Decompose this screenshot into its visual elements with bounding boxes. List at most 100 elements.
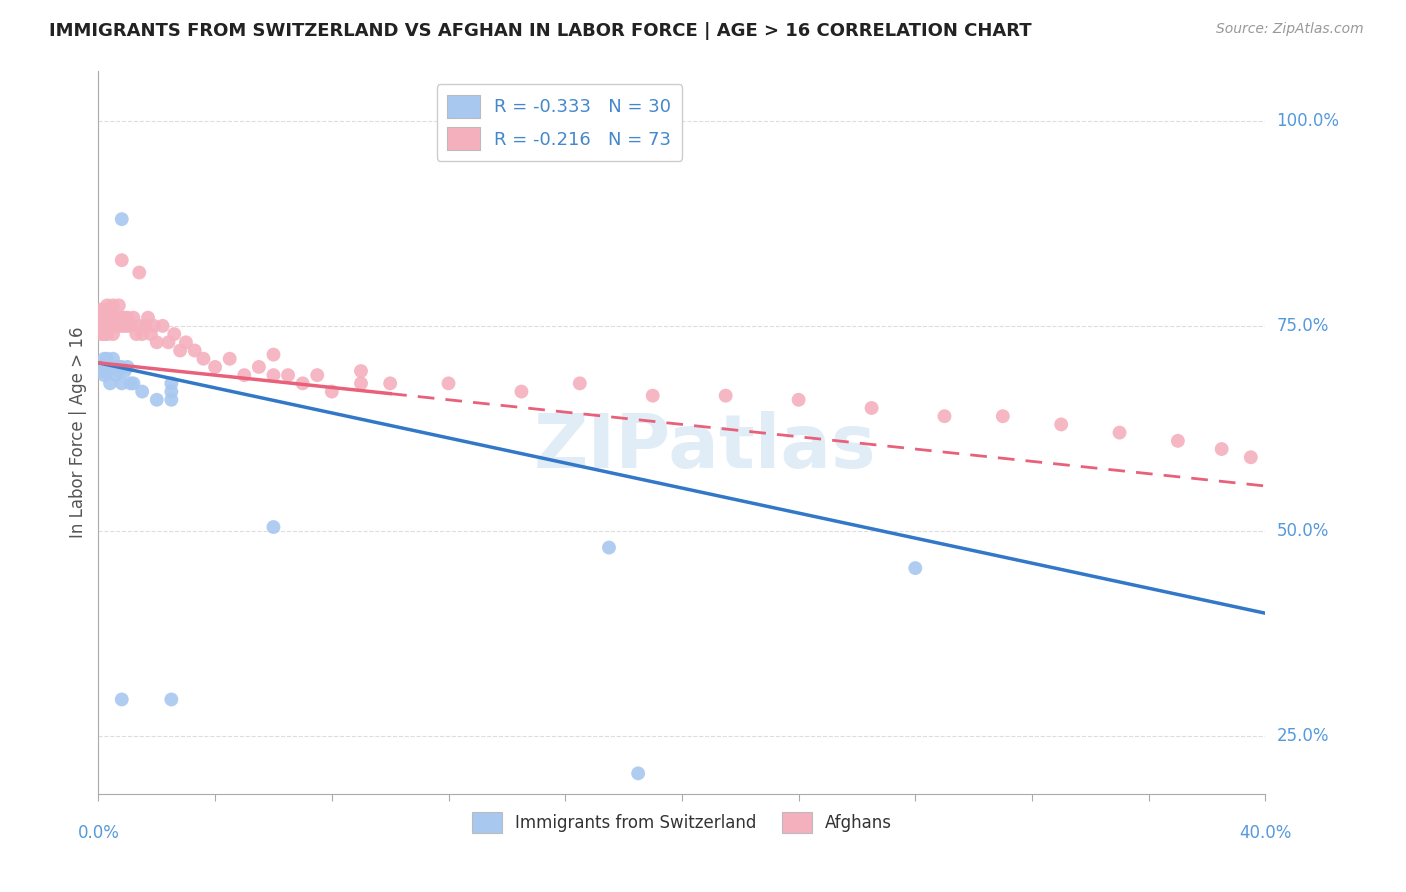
- Point: [131, 384, 153, 399]
- Text: 75.0%: 75.0%: [1277, 317, 1329, 334]
- Point: [93, 327, 115, 342]
- Point: [218, 351, 240, 366]
- Text: 40.0%: 40.0%: [1239, 824, 1292, 842]
- Point: [96, 359, 118, 374]
- Point: [510, 384, 533, 399]
- Point: [96, 318, 118, 333]
- Point: [247, 359, 270, 374]
- Point: [90, 310, 112, 325]
- Point: [627, 766, 650, 780]
- Point: [120, 318, 142, 333]
- Point: [104, 310, 127, 325]
- Point: [1167, 434, 1189, 448]
- Point: [160, 376, 183, 391]
- Point: [991, 409, 1014, 424]
- Text: ZIPatlas: ZIPatlas: [534, 410, 876, 483]
- Point: [157, 335, 180, 350]
- Point: [90, 318, 112, 333]
- Point: [1211, 442, 1233, 456]
- Point: [1240, 450, 1263, 465]
- Point: [934, 409, 956, 424]
- Point: [1108, 425, 1130, 440]
- Point: [91, 359, 114, 374]
- Point: [111, 310, 134, 325]
- Point: [193, 351, 215, 366]
- Point: [136, 310, 159, 325]
- Point: [277, 368, 299, 383]
- Point: [787, 392, 810, 407]
- Point: [860, 401, 883, 415]
- Point: [117, 310, 139, 325]
- Point: [90, 302, 112, 317]
- Point: [307, 368, 329, 383]
- Point: [262, 348, 284, 362]
- Point: [90, 364, 112, 378]
- Point: [96, 327, 118, 342]
- Point: [108, 364, 131, 378]
- Point: [437, 376, 460, 391]
- Point: [93, 302, 115, 317]
- Point: [262, 368, 284, 383]
- Point: [128, 318, 150, 333]
- Point: [108, 359, 131, 374]
- Point: [104, 359, 127, 374]
- Point: [111, 253, 134, 268]
- Text: Source: ZipAtlas.com: Source: ZipAtlas.com: [1216, 22, 1364, 37]
- Point: [96, 364, 118, 378]
- Point: [101, 327, 124, 342]
- Point: [111, 376, 134, 391]
- Point: [598, 541, 620, 555]
- Point: [350, 376, 373, 391]
- Point: [169, 343, 191, 358]
- Point: [98, 310, 121, 325]
- Point: [125, 327, 148, 342]
- Point: [291, 376, 314, 391]
- Point: [122, 310, 145, 325]
- Point: [350, 364, 373, 378]
- Point: [262, 520, 284, 534]
- Point: [128, 266, 150, 280]
- Point: [641, 389, 664, 403]
- Point: [98, 359, 121, 374]
- Point: [96, 310, 118, 325]
- Point: [160, 384, 183, 399]
- Point: [139, 327, 162, 342]
- Point: [111, 212, 134, 227]
- Point: [101, 351, 124, 366]
- Point: [104, 310, 127, 325]
- Point: [131, 327, 153, 342]
- Point: [111, 359, 134, 374]
- Point: [93, 351, 115, 366]
- Point: [142, 318, 165, 333]
- Point: [160, 392, 183, 407]
- Point: [90, 359, 112, 374]
- Point: [108, 310, 131, 325]
- Point: [120, 376, 142, 391]
- Point: [108, 298, 131, 312]
- Point: [122, 376, 145, 391]
- Text: 100.0%: 100.0%: [1277, 112, 1340, 129]
- Text: 0.0%: 0.0%: [77, 824, 120, 842]
- Point: [93, 310, 115, 325]
- Point: [104, 318, 127, 333]
- Point: [146, 335, 169, 350]
- Point: [90, 327, 112, 342]
- Text: 25.0%: 25.0%: [1277, 727, 1329, 746]
- Point: [101, 310, 124, 325]
- Point: [568, 376, 591, 391]
- Point: [108, 318, 131, 333]
- Point: [98, 302, 121, 317]
- Point: [101, 298, 124, 312]
- Point: [904, 561, 927, 575]
- Point: [93, 364, 115, 378]
- Point: [321, 384, 343, 399]
- Point: [101, 359, 124, 374]
- Point: [111, 692, 134, 706]
- Point: [380, 376, 402, 391]
- Point: [96, 298, 118, 312]
- Point: [134, 318, 156, 333]
- Point: [204, 359, 226, 374]
- Point: [117, 359, 139, 374]
- Point: [96, 351, 118, 366]
- Point: [114, 318, 136, 333]
